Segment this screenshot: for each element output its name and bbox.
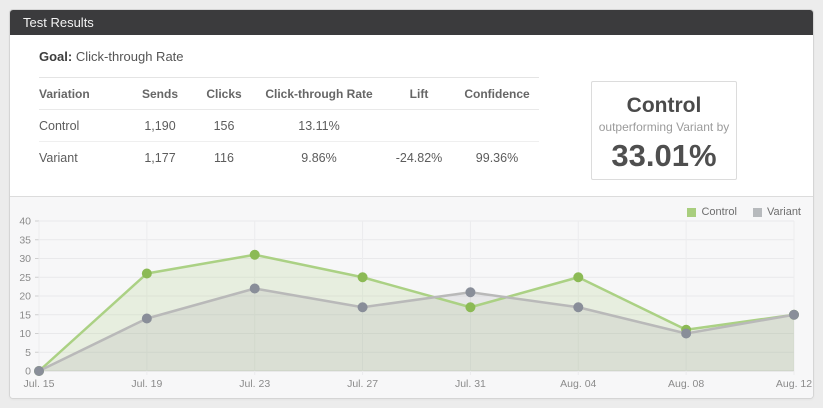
winner-name: Control	[626, 94, 702, 117]
svg-text:Jul. 27: Jul. 27	[347, 378, 378, 390]
cell-variation: Variant	[39, 150, 78, 165]
test-results-card: Test Results Goal: Click-through Rate Va…	[9, 9, 814, 399]
svg-text:30: 30	[19, 253, 31, 265]
svg-text:0: 0	[25, 366, 31, 378]
winner-percent: 33.01%	[611, 138, 717, 173]
svg-text:Jul. 19: Jul. 19	[131, 378, 162, 390]
winner-description: outperforming Variant by	[598, 120, 730, 134]
cell-confidence	[455, 110, 539, 142]
cell-clicks: 156	[213, 118, 235, 133]
legend-item-variant[interactable]: Variant	[752, 206, 801, 218]
goal-line: Goal: Click-through Rate	[39, 49, 813, 64]
goal-label: Goal:	[39, 49, 73, 64]
svg-text:Aug. 08: Aug. 08	[668, 378, 704, 390]
column-header-sends: Sends	[141, 86, 178, 101]
cell-confidence: 99.36%	[475, 150, 519, 165]
column-header-variation: Variation	[39, 86, 90, 101]
cell-variation: Control	[39, 118, 80, 133]
results-summary-section: Goal: Click-through Rate Variation Sends…	[10, 35, 813, 196]
results-table: Variation Sends Clicks Click-through Rat…	[39, 77, 539, 174]
svg-text:25: 25	[19, 272, 31, 284]
control-swatch-icon	[687, 207, 697, 217]
cell-lift: -24.82%	[395, 150, 443, 165]
table-row: Variant 1,177 116 9.86% -24.82% 99.36%	[39, 142, 539, 174]
column-header-lift: Lift	[409, 86, 429, 101]
table-header-row: Variation Sends Clicks Click-through Rat…	[39, 77, 539, 110]
svg-text:5: 5	[25, 347, 31, 359]
svg-text:10: 10	[19, 328, 31, 340]
cell-ctr: 9.86%	[301, 150, 337, 165]
svg-text:15: 15	[19, 309, 31, 321]
goal-value: Click-through Rate	[75, 49, 184, 64]
svg-text:Aug. 04: Aug. 04	[560, 378, 596, 390]
card-header: Test Results	[10, 10, 813, 35]
page-title: Test Results	[23, 15, 94, 30]
table-row: Control 1,190 156 13.11%	[39, 110, 539, 142]
cell-ctr: 13.11%	[298, 118, 340, 133]
chart-section: 0 5 10 15 20 25 30 35 40 Jul. 15 Jul. 19 Jul. 23 Jul…	[10, 196, 813, 398]
cell-lift	[383, 110, 455, 142]
column-header-confidence: Confidence	[464, 86, 530, 101]
winner-summary-box: Control outperforming Variant by 33.01%	[591, 81, 737, 180]
cell-sends: 1,190	[144, 118, 176, 133]
column-header-ctr: Click-through Rate	[265, 86, 373, 101]
svg-text:Jul. 15: Jul. 15	[24, 378, 55, 390]
legend-label: Control	[701, 206, 737, 218]
legend-item-control[interactable]: Control	[687, 206, 737, 218]
svg-text:20: 20	[19, 291, 31, 303]
svg-text:35: 35	[19, 234, 31, 246]
cell-sends: 1,177	[144, 150, 176, 165]
cell-clicks: 116	[214, 150, 234, 165]
variant-swatch-icon	[752, 207, 762, 217]
chart-legend: Control Variant	[687, 206, 801, 218]
column-header-clicks: Clicks	[206, 86, 242, 101]
svg-text:Aug. 12: Aug. 12	[776, 378, 812, 390]
svg-text:Jul. 31: Jul. 31	[455, 378, 486, 390]
legend-label: Variant	[766, 206, 801, 218]
svg-text:Jul. 23: Jul. 23	[239, 378, 270, 390]
line-chart[interactable]: 0 5 10 15 20 25 30 35 40 Jul. 15 Jul. 19 Jul. 23 Jul…	[10, 197, 813, 399]
svg-text:40: 40	[19, 216, 31, 228]
